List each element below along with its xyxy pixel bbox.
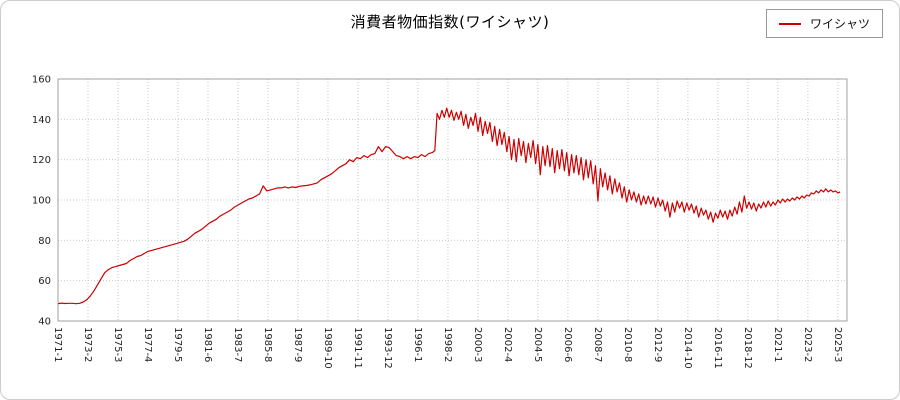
x-tick-label: 2014-10 bbox=[682, 327, 693, 369]
x-tick-label: 1993-12 bbox=[382, 327, 393, 369]
y-tick-label: 140 bbox=[32, 115, 51, 126]
x-tick-label: 2004-5 bbox=[532, 327, 543, 362]
y-tick-label: 60 bbox=[38, 276, 51, 287]
y-tick-label: 100 bbox=[32, 196, 51, 207]
x-tick-label: 2008-7 bbox=[592, 327, 603, 362]
x-tick-label: 1977-4 bbox=[142, 327, 153, 362]
series-line bbox=[57, 107, 841, 305]
x-tick-label: 2010-8 bbox=[622, 327, 633, 362]
legend-label: ワイシャツ bbox=[809, 17, 870, 31]
legend: ワイシャツ bbox=[765, 9, 883, 38]
x-tick-label: 1989-10 bbox=[322, 327, 333, 369]
x-tick-label: 2002-4 bbox=[502, 327, 513, 362]
x-tick-label: 2016-11 bbox=[712, 327, 723, 369]
x-tick-label: 2006-6 bbox=[562, 327, 573, 362]
x-tick-label: 2018-12 bbox=[742, 327, 753, 369]
x-tick-label: 2021-1 bbox=[772, 327, 783, 362]
y-tick-label: 80 bbox=[38, 236, 51, 247]
x-tick-label: 1991-11 bbox=[352, 327, 363, 369]
x-tick-label: 1998-2 bbox=[442, 327, 453, 362]
y-tick-label: 40 bbox=[38, 317, 51, 328]
y-tick-label: 120 bbox=[32, 155, 51, 166]
x-tick-label: 2025-3 bbox=[832, 327, 843, 362]
x-tick-label: 1996-1 bbox=[412, 327, 423, 362]
x-tick-label: 1973-2 bbox=[82, 327, 93, 362]
x-tick-label: 1987-9 bbox=[292, 327, 303, 362]
x-tick-label: 1975-3 bbox=[112, 327, 123, 362]
x-tick-label: 1979-5 bbox=[172, 327, 183, 362]
chart-title: 消費者物価指数(ワイシャツ) bbox=[350, 13, 550, 31]
legend-line-swatch bbox=[778, 22, 801, 25]
x-tick-label: 2023-2 bbox=[802, 327, 813, 362]
x-tick-label: 2012-9 bbox=[652, 327, 663, 362]
x-tick-label: 1971-1 bbox=[52, 327, 63, 362]
plot-border bbox=[57, 78, 848, 322]
x-tick-label: 1981-6 bbox=[202, 327, 213, 362]
x-tick-label: 1983-7 bbox=[232, 327, 243, 362]
y-tick-label: 160 bbox=[32, 75, 51, 86]
x-tick-label: 1985-8 bbox=[262, 327, 273, 362]
x-tick-label: 2000-3 bbox=[472, 327, 483, 362]
